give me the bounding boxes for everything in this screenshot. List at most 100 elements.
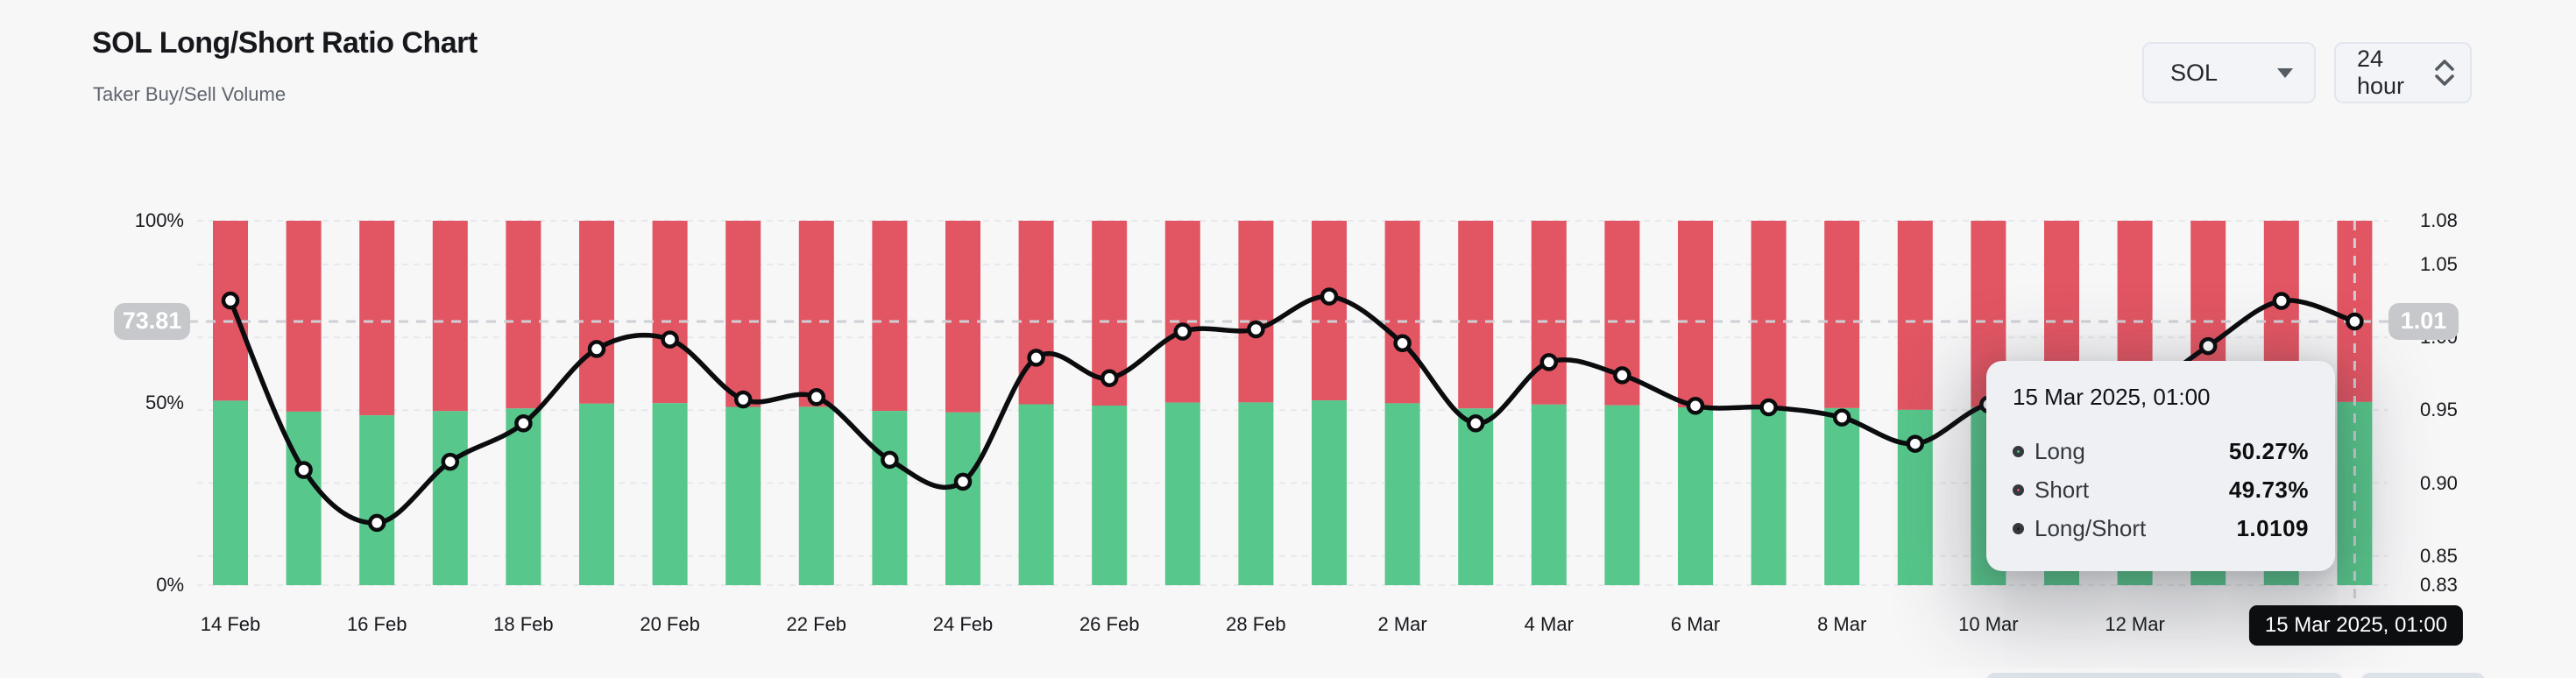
x-axis-tick: 22 Feb xyxy=(786,613,847,635)
line-point-20-feb[interactable] xyxy=(661,330,679,349)
tooltip-row-value: 49.73% xyxy=(2228,476,2309,503)
series-dot-icon xyxy=(2013,445,2024,457)
line-point-5-mar[interactable] xyxy=(1613,366,1631,385)
line-point-28-feb[interactable] xyxy=(1247,320,1265,339)
chart-tooltip: 15 Mar 2025, 01:00 Long 50.27% Short 49.73%… xyxy=(1986,361,2335,571)
tooltip-row-label: Long/Short xyxy=(2035,514,2147,541)
line-point-22-feb[interactable] xyxy=(807,388,826,406)
bar-26-feb[interactable] xyxy=(1092,221,1128,585)
line-point-19-feb[interactable] xyxy=(587,340,606,358)
tooltip-row-value: 50.27% xyxy=(2228,437,2309,464)
bar-2-mar[interactable] xyxy=(1384,221,1420,585)
right-axis-tick: 0.95 xyxy=(2420,399,2458,421)
line-point-7-mar[interactable] xyxy=(1759,398,1778,417)
bar-17-feb[interactable] xyxy=(432,221,468,585)
right-axis-tick: 0.90 xyxy=(2420,471,2458,494)
tooltip-row-short: Short 49.73% xyxy=(2013,470,2309,509)
bar-28-feb[interactable] xyxy=(1238,221,1274,585)
line-point-3-mar[interactable] xyxy=(1466,414,1485,433)
bar-5-mar[interactable] xyxy=(1604,221,1640,585)
x-axis-tick: 20 Feb xyxy=(640,613,700,635)
line-point-27-feb[interactable] xyxy=(1173,322,1192,341)
left-axis-tick: 50% xyxy=(145,392,184,413)
tooltip-row-value: 1.0109 xyxy=(2236,514,2309,541)
line-point-25-feb[interactable] xyxy=(1027,349,1045,367)
x-axis-tick: 14 Feb xyxy=(200,613,261,635)
bar-19-feb[interactable] xyxy=(579,221,614,585)
line-point-13-mar[interactable] xyxy=(2198,336,2218,356)
line-point-1-mar[interactable] xyxy=(1320,287,1339,306)
x-axis-tick: 18 Feb xyxy=(493,613,554,635)
right-axis-tick: 1.05 xyxy=(2420,252,2458,275)
x-axis-tick: 8 Mar xyxy=(1817,613,1867,635)
line-point-14-mar[interactable] xyxy=(2272,292,2291,310)
x-axis-tick: 26 Feb xyxy=(1079,613,1140,635)
tooltip-row-label: Short xyxy=(2035,476,2090,503)
right-axis-tick: 0.85 xyxy=(2420,544,2458,567)
bar-1-mar[interactable] xyxy=(1312,221,1347,585)
interval-select-value: 24 hour xyxy=(2357,46,2405,99)
bar-21-feb[interactable] xyxy=(725,221,761,585)
line-point-6-mar[interactable] xyxy=(1686,397,1705,415)
bar-20-feb[interactable] xyxy=(652,221,688,585)
x-axis-tick: 24 Feb xyxy=(932,613,994,635)
line-point-4-mar[interactable] xyxy=(1539,353,1559,371)
line-point-23-feb[interactable] xyxy=(881,450,899,470)
line-point-2-mar[interactable] xyxy=(1393,334,1412,353)
line-point-15-mar[interactable] xyxy=(2346,312,2364,331)
x-axis-tick: 2 Mar xyxy=(1377,613,1427,635)
x-axis-tick: 6 Mar xyxy=(1670,613,1721,635)
line-point-14-feb[interactable] xyxy=(221,291,240,310)
series-dot-icon xyxy=(2013,522,2024,534)
bar-15-feb[interactable] xyxy=(286,221,322,585)
x-axis-tick: 10 Mar xyxy=(1958,613,2019,635)
bar-3-mar[interactable] xyxy=(1458,221,1494,585)
bar-18-feb[interactable] xyxy=(506,221,541,585)
line-point-15-feb[interactable] xyxy=(294,461,313,479)
bar-6-mar[interactable] xyxy=(1678,221,1713,585)
left-axis-tick: 0% xyxy=(156,574,184,596)
page-subtitle: Taker Buy/Sell Volume xyxy=(93,83,287,105)
left-axis-tick: 100% xyxy=(134,209,184,231)
chevron-down-icon xyxy=(2277,67,2293,78)
symbol-select-value: SOL xyxy=(2170,59,2219,86)
x-axis-tick: 28 Feb xyxy=(1226,613,1286,635)
bar-8-mar[interactable] xyxy=(1824,221,1860,585)
x-axis-tick: 16 Feb xyxy=(346,613,407,635)
bar-9-mar[interactable] xyxy=(1897,221,1933,585)
clipped-bottom-button[interactable] xyxy=(2361,673,2485,678)
crosshair-left-badge: 73.81 xyxy=(114,302,190,340)
line-point-17-feb[interactable] xyxy=(441,452,460,471)
bar-14-feb[interactable] xyxy=(213,221,248,585)
series-dot-icon xyxy=(2013,484,2024,496)
line-point-21-feb[interactable] xyxy=(733,390,753,409)
tooltip-row-long: Long 50.27% xyxy=(2013,432,2309,470)
interval-select[interactable]: 24 hour xyxy=(2334,42,2472,103)
bar-23-feb[interactable] xyxy=(872,221,908,585)
tooltip-row-long-short: Long/Short 1.0109 xyxy=(2013,509,2309,547)
line-point-24-feb[interactable] xyxy=(953,472,973,491)
clipped-bottom-button[interactable] xyxy=(1986,673,2343,678)
bar-25-feb[interactable] xyxy=(1018,221,1054,585)
bar-24-feb[interactable] xyxy=(945,221,980,585)
crosshair-right-badge: 1.01 xyxy=(2388,302,2459,340)
x-axis-tick: 4 Mar xyxy=(1524,613,1574,635)
bar-7-mar[interactable] xyxy=(1751,221,1787,585)
bar-27-feb[interactable] xyxy=(1164,221,1200,585)
line-point-16-feb[interactable] xyxy=(367,513,386,533)
right-axis-tick: 1.08 xyxy=(2420,209,2458,231)
bar-16-feb[interactable] xyxy=(359,221,395,585)
line-point-18-feb[interactable] xyxy=(514,414,533,433)
updown-chevron-icon xyxy=(2435,60,2454,86)
bar-22-feb[interactable] xyxy=(798,221,834,585)
line-point-9-mar[interactable] xyxy=(1906,434,1925,453)
crosshair-date-badge: 15 Mar 2025, 01:00 xyxy=(2248,605,2464,646)
tooltip-row-label: Long xyxy=(2035,437,2085,464)
line-point-26-feb[interactable] xyxy=(1100,369,1119,387)
bar-4-mar[interactable] xyxy=(1531,221,1567,585)
symbol-select[interactable]: SOL xyxy=(2142,42,2316,103)
right-axis-tick: 0.83 xyxy=(2420,574,2458,596)
line-point-8-mar[interactable] xyxy=(1832,408,1851,427)
tooltip-title: 15 Mar 2025, 01:00 xyxy=(2013,384,2211,410)
x-axis-tick: 12 Mar xyxy=(2105,613,2165,635)
